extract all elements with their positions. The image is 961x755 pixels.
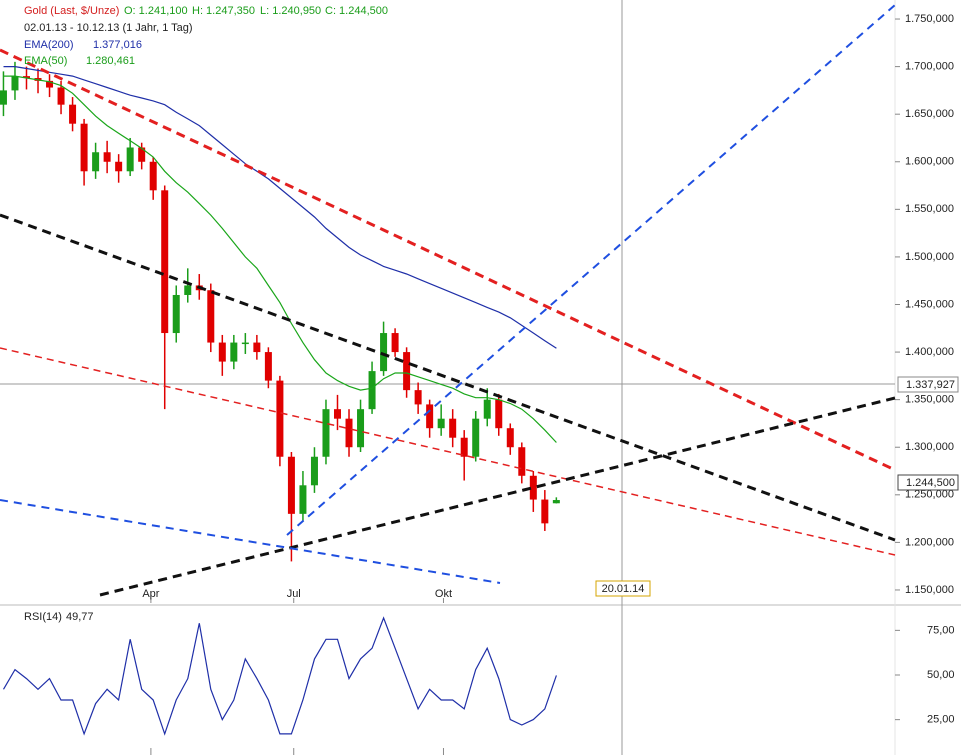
candle-body (333, 409, 341, 419)
candle-body (380, 333, 388, 372)
legend-value: 1.280,461 (86, 55, 135, 67)
candle-body (414, 390, 422, 405)
candle-body (426, 404, 434, 429)
series-line (2, 616, 557, 736)
candle-body (149, 161, 157, 191)
candle-body (276, 380, 284, 457)
legend-name: EMA(200) (24, 39, 74, 51)
crosshair-date: 20.01.14 (602, 583, 645, 595)
y-tick-label: 50,00 (927, 669, 955, 681)
candle-body (449, 418, 457, 438)
chart-subtitle: 02.01.13 - 10.12.13 (1 Jahr, 1 Tag) (24, 22, 193, 34)
y-tick-label: 1.500,000 (905, 251, 954, 263)
candle-body (495, 399, 503, 429)
candle-body (115, 161, 123, 172)
y-tick-label: 1.750,000 (905, 13, 954, 25)
candle-body (529, 475, 537, 500)
trend-line (99, 396, 896, 597)
candle-body (518, 447, 526, 476)
ohlc-value: H: 1.247,350 (192, 5, 255, 17)
legend-name: RSI(14) (24, 611, 62, 623)
y-tick-label: 1.600,000 (905, 156, 954, 168)
candle-body (357, 409, 365, 448)
candle-body (322, 409, 330, 457)
price-label-box (897, 474, 959, 491)
series-line (3, 65, 557, 349)
date-label-box (595, 580, 651, 597)
candle-body (126, 147, 134, 172)
trend-line (286, 4, 896, 536)
candle-body (57, 87, 65, 105)
candle-body (0, 90, 7, 105)
series-line (3, 75, 557, 443)
x-tick-label: Apr (142, 588, 159, 600)
last-price: 1.244,500 (906, 477, 955, 489)
candle-body (264, 352, 272, 381)
candle-body (437, 418, 445, 429)
candle-body (483, 399, 491, 419)
candle-body (103, 152, 111, 162)
x-tick-label: Okt (435, 588, 452, 600)
candle-body (460, 437, 468, 457)
legend-value: 1.377,016 (93, 39, 142, 51)
y-tick-label: 1.150,000 (905, 584, 954, 596)
candle-body (218, 342, 226, 362)
candle-body (80, 123, 88, 172)
y-tick-label: 1.700,000 (905, 61, 954, 73)
candle-body (299, 485, 307, 514)
trend-line (0, 213, 896, 542)
candle-body (287, 456, 295, 514)
candle-body (472, 418, 480, 457)
y-tick-label: 1.350,000 (905, 394, 954, 406)
candle-body (161, 190, 169, 334)
candle-body (69, 104, 77, 124)
ohlc-value: O: 1.241,100 (124, 5, 188, 17)
candle-body (184, 285, 192, 295)
candle-body (506, 428, 514, 448)
candle-body (172, 294, 180, 334)
candle-body (253, 342, 261, 353)
candle-body (552, 500, 560, 504)
trend-lines (0, 4, 896, 597)
y-tick-label: 1.400,000 (905, 346, 954, 358)
y-tick-label: 75,00 (927, 624, 955, 636)
y-tick-label: 1.550,000 (905, 203, 954, 215)
x-tick-label: Jul (287, 588, 301, 600)
y-tick-label: 25,00 (927, 714, 955, 726)
candle-body (92, 152, 100, 172)
price-label-box (897, 376, 959, 393)
candle-body (46, 80, 54, 88)
y-tick-label: 1.200,000 (905, 536, 954, 548)
candle-body (541, 499, 549, 524)
ohlc-value: C: 1.244,500 (325, 5, 388, 17)
trend-line (0, 347, 896, 556)
legend-name: EMA(50) (24, 55, 67, 67)
trend-line (0, 499, 501, 584)
legend-value: 49,77 (66, 611, 94, 623)
candle-body (207, 290, 215, 343)
candle-body (368, 371, 376, 410)
y-tick-label: 1.300,000 (905, 441, 954, 453)
candle-body (310, 456, 318, 486)
candle-body (230, 342, 238, 362)
candle-body (22, 76, 30, 79)
candle-body (391, 333, 399, 353)
y-tick-label: 1.450,000 (905, 298, 954, 310)
price-pane: 1.150,000 1.200,000 1.250,000 1.300,000 1.35… (0, 13, 955, 755)
chart-title: Gold (Last, $/Unze) (24, 5, 119, 17)
ohlc-value: L: 1.240,950 (260, 5, 321, 17)
y-tick-label: 1.650,000 (905, 108, 954, 120)
candle-body (11, 76, 19, 91)
y-tick-label: 1.250,000 (905, 489, 954, 501)
candle-body (241, 342, 249, 345)
candle-body (345, 418, 353, 448)
crosshair-price: 1.337,927 (906, 379, 955, 391)
candle-body (403, 352, 411, 391)
candle-body (138, 147, 146, 162)
